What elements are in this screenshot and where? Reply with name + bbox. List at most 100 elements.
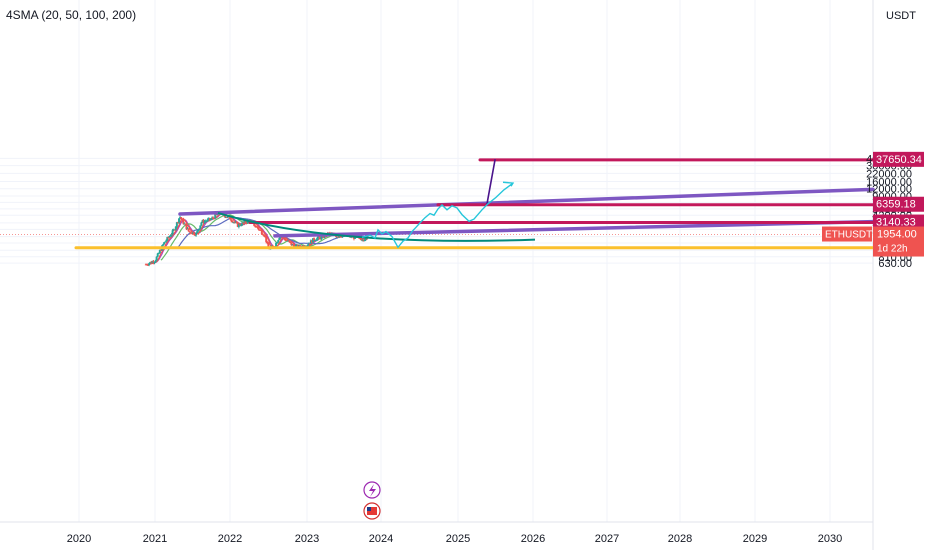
candle-body: [163, 242, 166, 245]
candle-body: [204, 220, 207, 222]
candle-body: [266, 242, 269, 244]
x-tick-label: 2024: [369, 533, 393, 545]
candle-body: [186, 228, 189, 230]
candle-body: [166, 237, 169, 241]
candle-body: [287, 240, 290, 242]
candle-body: [295, 244, 298, 246]
price-level-tag-text: 3140.33: [876, 217, 916, 229]
candle-body: [259, 229, 262, 231]
arc-resistance-curve: [217, 211, 536, 242]
candle-body: [362, 240, 365, 242]
candle-body: [155, 256, 158, 261]
symbol-tag: [822, 226, 872, 242]
candle-body: [152, 261, 155, 263]
candle-body: [263, 235, 266, 237]
candle-body: [209, 218, 212, 220]
candle-body: [254, 225, 257, 227]
candle-body: [180, 217, 183, 219]
candle-body: [216, 214, 219, 216]
candle-body: [202, 220, 205, 223]
projection-path: [361, 182, 514, 249]
candle-body: [213, 217, 216, 219]
candle-body: [214, 214, 217, 219]
candle-body: [195, 233, 198, 236]
candle-body: [198, 228, 201, 231]
candle-body: [169, 235, 172, 237]
candle-body: [245, 222, 248, 224]
candle-body: [267, 243, 270, 249]
candle-body: [276, 242, 279, 244]
candle-body: [165, 240, 168, 242]
candle-body: [363, 240, 366, 242]
x-tick-label: 2020: [67, 533, 91, 545]
candle-body: [285, 240, 288, 242]
current-price-tag: [873, 226, 924, 257]
candle-body: [318, 236, 321, 238]
price-level-tag-text: 6359.18: [876, 199, 916, 211]
candle-body: [234, 222, 237, 224]
current-price-text: 1954.00: [877, 229, 917, 241]
candle-body: [311, 238, 314, 243]
x-tick-label: 2027: [595, 533, 619, 545]
candle-body: [196, 231, 199, 234]
candle-body: [162, 244, 165, 246]
x-tick-label: 2022: [218, 533, 242, 545]
candle-body: [257, 227, 260, 230]
candle-body: [284, 239, 287, 241]
candle-body: [203, 221, 206, 223]
candle-body: [265, 236, 268, 243]
candle-body: [201, 220, 204, 223]
upper-channel-line: [178, 187, 875, 216]
x-tick-label: 2029: [743, 533, 767, 545]
candle-body: [197, 230, 200, 232]
candle-body: [149, 261, 152, 264]
candle-body: [173, 229, 176, 231]
candle-body: [171, 230, 174, 235]
candle-body: [306, 245, 309, 247]
candle-body: [174, 226, 177, 230]
candle-body: [290, 242, 293, 246]
us-flag-icon-canton: [367, 507, 371, 511]
candle-body: [358, 237, 361, 239]
y-tick-label: 630.00: [878, 258, 912, 270]
us-flag-icon-stripes: [367, 507, 377, 515]
x-tick-label: 2021: [143, 533, 167, 545]
candle-body: [336, 236, 339, 238]
indicator-legend[interactable]: 4SMA (20, 50, 100, 200): [6, 8, 137, 22]
candle-body: [292, 244, 295, 246]
candle-body: [261, 234, 264, 236]
candle-body: [277, 240, 280, 243]
candle-body: [225, 217, 228, 219]
projection-arrowhead: [502, 181, 515, 187]
candle-body: [314, 240, 317, 242]
candle-body: [361, 240, 364, 242]
x-tick-label: 2026: [521, 533, 545, 545]
candle-body: [360, 238, 363, 241]
candle-body: [244, 221, 247, 223]
candle-body: [339, 236, 342, 238]
candle-body: [223, 215, 226, 218]
candle-body: [291, 244, 294, 246]
candle-body: [151, 261, 154, 263]
y-tick-label: 12000.00: [866, 184, 912, 196]
candle-body: [310, 240, 313, 243]
y-tick-label: 22000.00: [866, 168, 912, 180]
y-tick-label: 16000.00: [866, 176, 912, 188]
candle-body: [181, 218, 184, 220]
candle-body: [205, 220, 208, 222]
candle-body: [299, 245, 302, 247]
spike-projection-line: [486, 159, 496, 205]
candle-body: [215, 214, 218, 216]
symbol-tag-text: ETHUSDT.P: [825, 230, 881, 241]
candle-body: [338, 236, 341, 238]
candle-body: [319, 237, 322, 239]
candle-body: [212, 217, 215, 219]
candle-body: [260, 230, 263, 235]
candle-body: [253, 222, 256, 226]
candle-body: [153, 262, 156, 264]
candle-body: [288, 240, 291, 242]
candle-body: [148, 263, 151, 265]
candle-body: [227, 216, 230, 218]
